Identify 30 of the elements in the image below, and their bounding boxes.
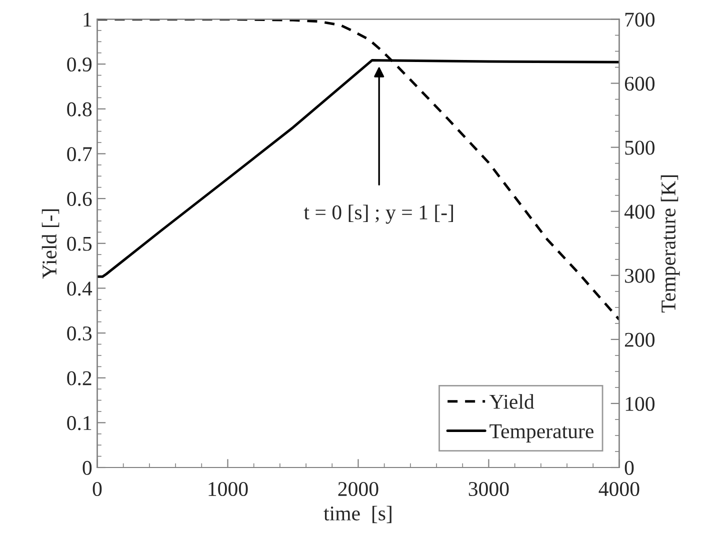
- y-tick-label: 0.2: [67, 371, 92, 386]
- legend-label: Yield: [489, 394, 534, 409]
- y-tick-label: 0.9: [67, 57, 92, 72]
- y2-tick-label: 300: [625, 268, 655, 283]
- y-tick-label: 0.6: [67, 192, 92, 206]
- y2-tick-label: 500: [625, 140, 655, 155]
- legend-label: Temperature: [490, 424, 594, 442]
- y-axis-title: Yield [-]: [42, 209, 60, 279]
- y-tick-label: 0.4: [67, 282, 92, 296]
- y2-tick-label: 600: [624, 76, 655, 91]
- x-tick-label: 4000: [598, 482, 640, 496]
- y2-tick-label: 100: [626, 396, 655, 411]
- annotation: t = 0 [s] ; y = 1 [-]: [304, 204, 453, 224]
- x-axis-title: time [s]: [324, 506, 392, 524]
- y-tick-label: 0.8: [67, 102, 92, 116]
- y-tick-label: 1: [84, 12, 92, 26]
- y-tick-label: 0: [82, 460, 92, 475]
- x-tick-label: 3000: [468, 482, 509, 496]
- x-tick-label: 2000: [338, 482, 378, 496]
- y2-tick-label: 400: [624, 204, 655, 219]
- y-tick-label: 0.1: [67, 416, 92, 430]
- y-tick-label: 0.7: [67, 147, 92, 162]
- y2-tick-label: 200: [624, 332, 655, 347]
- y-tick-label: 0.3: [67, 326, 92, 341]
- x-tick-label: 0: [92, 482, 102, 496]
- y2-tick-label: 0: [624, 460, 634, 475]
- y2-axis-title: Temperature [K]: [660, 175, 680, 313]
- y-tick-label: 0.5: [67, 236, 92, 251]
- y2-tick-label: 700: [625, 12, 655, 27]
- x-tick-label: 1000: [208, 482, 248, 496]
